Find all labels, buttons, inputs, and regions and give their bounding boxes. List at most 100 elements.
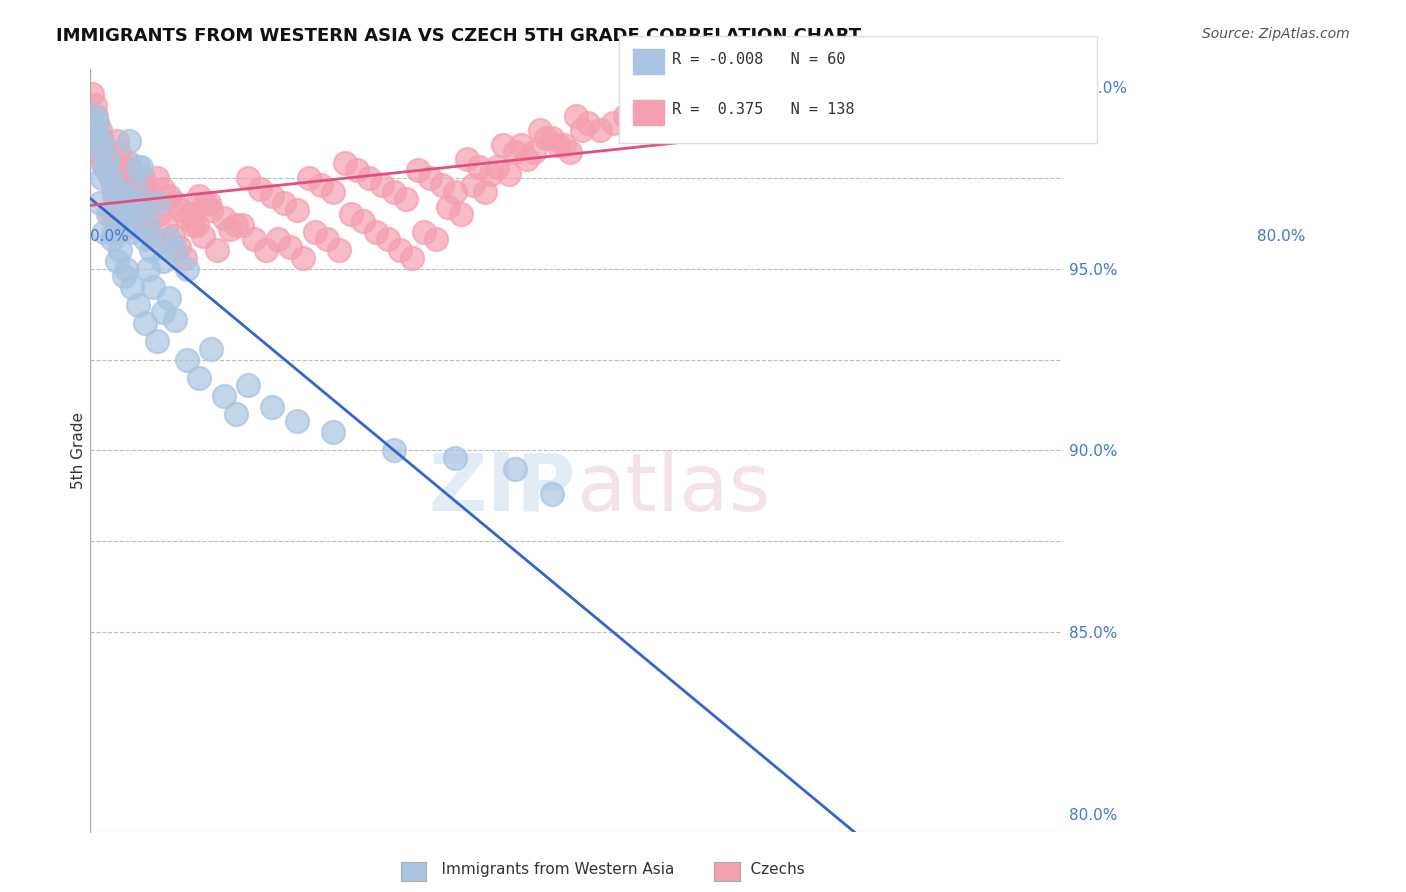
Point: [173, 251, 195, 265]
Point: [200, 203, 222, 218]
Point: [91, 137, 114, 152]
Point: [163, 244, 186, 258]
Point: [474, 185, 496, 199]
Point: [104, 214, 127, 228]
Point: [419, 170, 441, 185]
Point: [90, 130, 112, 145]
Point: [626, 102, 648, 116]
Point: [188, 370, 211, 384]
Point: [747, 102, 769, 116]
Point: [322, 185, 344, 199]
Point: [157, 189, 180, 203]
Point: [492, 137, 515, 152]
Point: [145, 196, 167, 211]
Point: [352, 214, 374, 228]
Point: [200, 342, 222, 356]
Point: [510, 137, 533, 152]
Point: [148, 207, 170, 221]
Point: [83, 98, 105, 112]
Point: [486, 160, 509, 174]
Point: [425, 232, 447, 246]
Point: [98, 167, 121, 181]
Text: R =  0.375   N = 138: R = 0.375 N = 138: [672, 103, 855, 117]
Point: [638, 109, 661, 123]
Point: [110, 160, 132, 174]
Point: [188, 189, 211, 203]
Point: [176, 261, 198, 276]
Point: [121, 174, 143, 188]
Point: [333, 156, 356, 170]
Point: [498, 167, 520, 181]
Point: [340, 207, 363, 221]
Point: [576, 116, 599, 130]
Point: [91, 134, 114, 148]
Point: [125, 189, 148, 203]
Point: [589, 123, 612, 137]
Point: [157, 232, 180, 246]
Point: [832, 102, 855, 116]
Point: [198, 196, 221, 211]
Point: [249, 181, 271, 195]
Point: [450, 207, 472, 221]
Point: [723, 87, 745, 101]
Point: [456, 153, 478, 167]
Point: [359, 170, 381, 185]
Point: [505, 461, 527, 475]
Point: [176, 211, 198, 225]
Point: [170, 203, 193, 218]
Point: [89, 123, 111, 137]
Point: [86, 116, 108, 130]
Point: [710, 116, 733, 130]
Point: [89, 196, 111, 211]
Point: [662, 87, 685, 101]
Point: [176, 352, 198, 367]
Point: [735, 95, 758, 109]
Point: [316, 232, 339, 246]
Point: [285, 414, 308, 428]
Point: [91, 170, 114, 185]
Point: [285, 203, 308, 218]
Point: [152, 181, 174, 195]
Point: [120, 163, 142, 178]
Point: [87, 145, 110, 160]
Point: [100, 207, 122, 221]
Point: [522, 145, 544, 160]
Point: [127, 298, 149, 312]
Point: [162, 228, 184, 243]
Point: [547, 137, 569, 152]
Point: [382, 443, 405, 458]
Point: [84, 109, 107, 123]
Point: [181, 218, 204, 232]
Point: [207, 244, 229, 258]
Point: [571, 123, 593, 137]
Point: [529, 123, 551, 137]
Point: [553, 137, 575, 152]
Point: [309, 178, 332, 192]
Point: [136, 261, 159, 276]
Point: [167, 240, 190, 254]
Text: IMMIGRANTS FROM WESTERN ASIA VS CZECH 5TH GRADE CORRELATION CHART: IMMIGRANTS FROM WESTERN ASIA VS CZECH 5T…: [56, 27, 862, 45]
Point: [83, 109, 105, 123]
Point: [132, 170, 155, 185]
Point: [262, 189, 284, 203]
Text: Czechs: Czechs: [731, 863, 804, 877]
Point: [112, 178, 135, 192]
Point: [103, 181, 125, 195]
Point: [212, 389, 235, 403]
Point: [808, 87, 831, 101]
Point: [105, 134, 128, 148]
Point: [328, 244, 350, 258]
Point: [82, 134, 104, 148]
Point: [180, 207, 202, 221]
Point: [115, 218, 138, 232]
Point: [94, 153, 117, 167]
Point: [142, 279, 165, 293]
Point: [157, 291, 180, 305]
Point: [105, 196, 128, 211]
Point: [395, 193, 418, 207]
Point: [100, 170, 122, 185]
Point: [127, 160, 149, 174]
Point: [108, 145, 131, 160]
Point: [122, 181, 145, 195]
Point: [479, 167, 502, 181]
